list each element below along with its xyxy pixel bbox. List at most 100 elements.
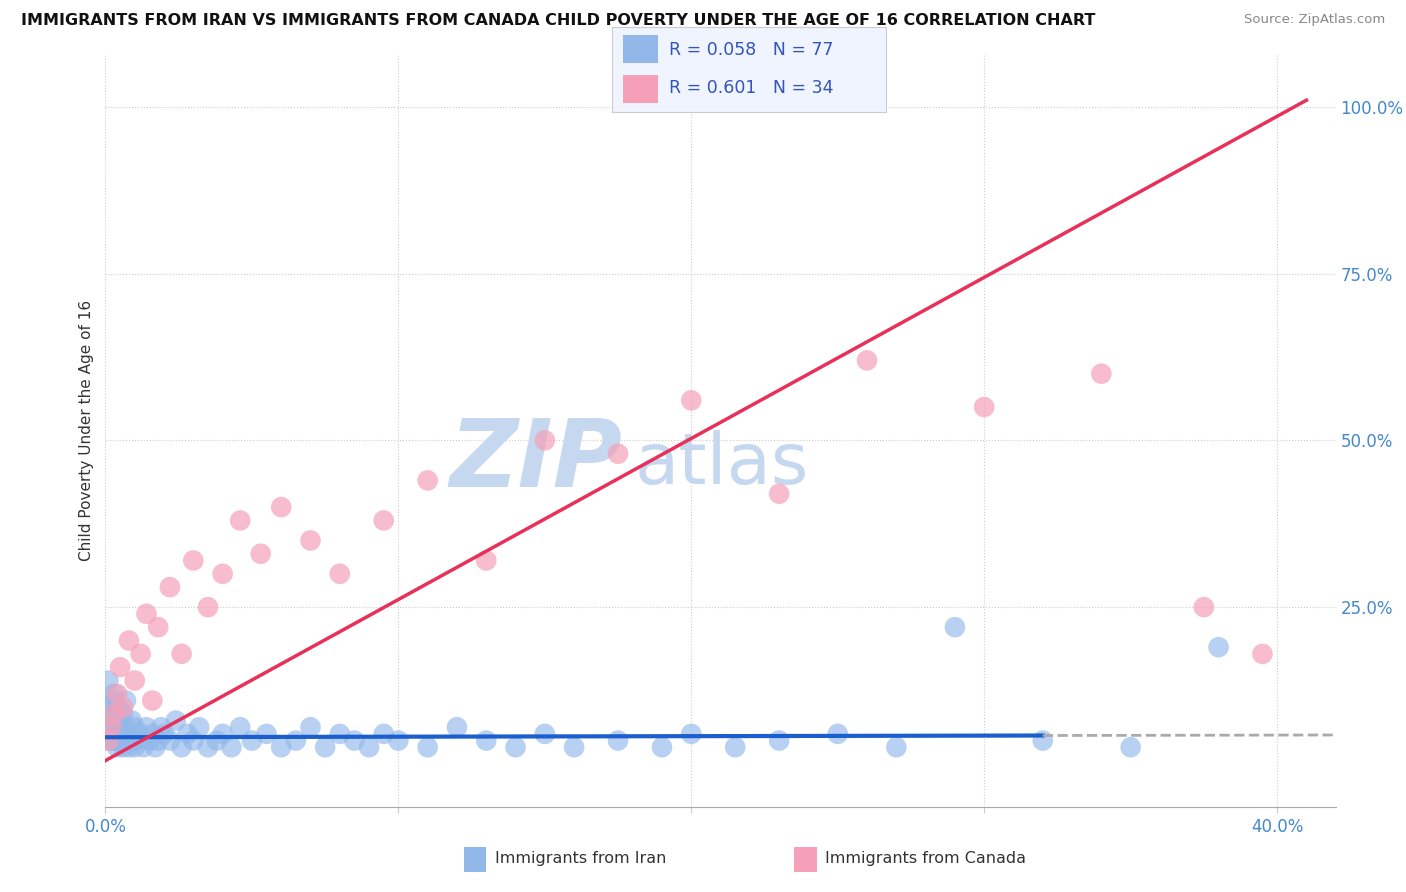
Point bbox=[108, 714, 131, 728]
Point bbox=[416, 474, 439, 488]
Text: ZIP: ZIP bbox=[450, 415, 621, 507]
Point bbox=[211, 727, 233, 741]
Point bbox=[112, 700, 135, 714]
Point bbox=[329, 727, 352, 741]
Point bbox=[132, 740, 155, 755]
Point bbox=[197, 740, 219, 755]
Point bbox=[505, 740, 527, 755]
Point bbox=[135, 607, 157, 621]
Text: Source: ZipAtlas.com: Source: ZipAtlas.com bbox=[1244, 13, 1385, 27]
Text: Immigrants from Iran: Immigrants from Iran bbox=[495, 851, 666, 865]
Point bbox=[373, 727, 395, 741]
Point bbox=[176, 727, 198, 741]
Point bbox=[103, 706, 125, 721]
Point bbox=[150, 720, 173, 734]
Point bbox=[768, 733, 790, 747]
Point bbox=[100, 720, 122, 734]
Point bbox=[170, 647, 193, 661]
Point bbox=[105, 720, 128, 734]
Point bbox=[112, 740, 135, 755]
Text: R = 0.601   N = 34: R = 0.601 N = 34 bbox=[669, 78, 834, 96]
Point bbox=[129, 647, 152, 661]
Bar bbox=[623, 75, 658, 103]
Point bbox=[651, 740, 673, 755]
Point bbox=[153, 727, 176, 741]
Point bbox=[103, 687, 125, 701]
Point bbox=[118, 727, 141, 741]
Point bbox=[329, 566, 352, 581]
Point bbox=[108, 660, 131, 674]
Point bbox=[562, 740, 585, 755]
Point bbox=[121, 714, 143, 728]
Point bbox=[249, 547, 271, 561]
Point bbox=[105, 700, 128, 714]
Point bbox=[97, 720, 120, 734]
Point bbox=[211, 566, 233, 581]
Point bbox=[724, 740, 747, 755]
Point bbox=[97, 733, 120, 747]
Point bbox=[943, 620, 966, 634]
Point bbox=[103, 706, 125, 721]
Point bbox=[681, 727, 703, 741]
Bar bbox=[623, 36, 658, 63]
Point bbox=[607, 447, 630, 461]
Point bbox=[359, 740, 381, 755]
Point bbox=[607, 733, 630, 747]
Point bbox=[118, 633, 141, 648]
Point bbox=[127, 733, 149, 747]
Point bbox=[103, 733, 125, 747]
Point bbox=[1119, 740, 1142, 755]
Point bbox=[100, 693, 122, 707]
Point bbox=[768, 487, 790, 501]
Point bbox=[100, 714, 122, 728]
Point bbox=[681, 393, 703, 408]
Point bbox=[159, 733, 181, 747]
Point bbox=[387, 733, 409, 747]
Point bbox=[314, 740, 336, 755]
Y-axis label: Child Poverty Under the Age of 16: Child Poverty Under the Age of 16 bbox=[79, 300, 94, 561]
Point bbox=[170, 740, 193, 755]
Point bbox=[115, 693, 138, 707]
Point bbox=[124, 720, 146, 734]
Point bbox=[183, 553, 205, 567]
Point bbox=[183, 733, 205, 747]
Point bbox=[229, 720, 252, 734]
Point bbox=[827, 727, 849, 741]
Point bbox=[270, 500, 292, 514]
Point bbox=[1032, 733, 1054, 747]
Point bbox=[856, 353, 879, 368]
Point bbox=[129, 727, 152, 741]
Point bbox=[533, 727, 555, 741]
Text: R = 0.058   N = 77: R = 0.058 N = 77 bbox=[669, 41, 834, 59]
Point bbox=[416, 740, 439, 755]
Point bbox=[124, 740, 146, 755]
Point bbox=[973, 400, 995, 414]
Point bbox=[1251, 647, 1274, 661]
Text: Immigrants from Canada: Immigrants from Canada bbox=[825, 851, 1026, 865]
Point bbox=[135, 720, 157, 734]
Point bbox=[121, 733, 143, 747]
Point bbox=[100, 727, 122, 741]
Point bbox=[188, 720, 211, 734]
Point bbox=[475, 553, 498, 567]
Point bbox=[97, 700, 120, 714]
Point bbox=[533, 434, 555, 448]
Point bbox=[141, 727, 163, 741]
Point bbox=[124, 673, 146, 688]
Point bbox=[148, 620, 170, 634]
Text: IMMIGRANTS FROM IRAN VS IMMIGRANTS FROM CANADA CHILD POVERTY UNDER THE AGE OF 16: IMMIGRANTS FROM IRAN VS IMMIGRANTS FROM … bbox=[21, 13, 1095, 29]
Point bbox=[1208, 640, 1230, 655]
Point bbox=[141, 693, 163, 707]
Point bbox=[143, 740, 166, 755]
Point bbox=[112, 706, 135, 721]
Point bbox=[886, 740, 908, 755]
Point bbox=[108, 727, 131, 741]
Point bbox=[159, 580, 181, 594]
Point bbox=[197, 600, 219, 615]
Point bbox=[299, 533, 322, 548]
Point bbox=[240, 733, 263, 747]
Point bbox=[148, 733, 170, 747]
Point bbox=[118, 740, 141, 755]
Point bbox=[115, 720, 138, 734]
Point bbox=[475, 733, 498, 747]
